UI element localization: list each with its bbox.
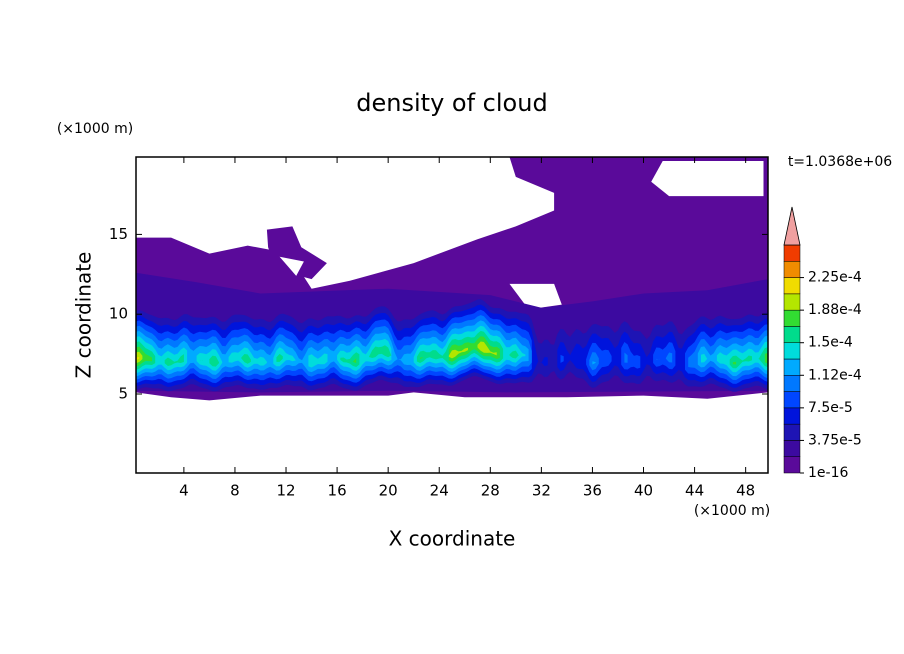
colorbar-swatch	[783, 342, 801, 360]
x-unit: (×1000 m)	[694, 503, 770, 519]
contour-band	[624, 352, 628, 363]
colorbar-swatch	[783, 326, 801, 343]
colorbar-label: 1e-16	[808, 465, 848, 481]
contour-band	[477, 341, 497, 356]
contour-band	[199, 359, 203, 361]
colorbar-label: 2.25e-4	[808, 270, 862, 286]
colorbar-swatch	[783, 375, 801, 392]
contour-band	[665, 352, 673, 363]
time-annotation: t=1.0368e+06	[788, 154, 892, 170]
contour-band	[241, 354, 251, 364]
chart-title: density of cloud	[356, 89, 547, 117]
contour-band	[653, 342, 676, 370]
colorbar-swatch	[783, 407, 801, 425]
contour-gap	[509, 283, 562, 310]
contour-band	[308, 353, 328, 368]
x-tick-label: 32	[532, 482, 551, 500]
colorbar-swatch	[783, 391, 801, 409]
colorbar-swatch	[783, 277, 801, 295]
y-axis-label: Z coordinate	[72, 252, 96, 379]
contour-band	[164, 354, 184, 366]
x-tick-label: 44	[685, 482, 704, 500]
x-tick-label: 12	[276, 482, 295, 500]
colorbar-label: 7.5e-5	[808, 400, 853, 416]
x-tick-label: 8	[230, 482, 240, 500]
contour-band	[369, 345, 392, 358]
x-tick-label: 4	[179, 482, 189, 500]
x-tick-label: 40	[634, 482, 653, 500]
x-tick-label: 48	[736, 482, 755, 500]
contour-band	[353, 358, 357, 364]
colorbar-swatch	[783, 261, 801, 278]
contour-band	[509, 350, 519, 359]
contour-band	[340, 352, 360, 367]
contour-gap	[651, 161, 764, 197]
x-tick-label: 20	[379, 482, 398, 500]
contour-band	[729, 355, 752, 369]
x-axis-label: X coordinate	[389, 527, 516, 551]
y-tick-label: 15	[109, 225, 128, 243]
contour-band	[209, 355, 219, 367]
x-tick-label: 16	[328, 482, 347, 500]
colorbar-swatch	[783, 456, 801, 474]
contour-band	[136, 346, 152, 367]
colorbar-label: 3.75e-5	[808, 432, 862, 448]
colorbar-label: 1.5e-4	[808, 335, 853, 351]
contour-band	[701, 353, 708, 363]
colorbar-swatch	[783, 293, 801, 311]
y-unit: (×1000 m)	[57, 121, 133, 137]
contour-band	[448, 347, 468, 359]
colorbar-label: 1.12e-4	[808, 367, 862, 383]
colorbar-label: 1.88e-4	[808, 302, 862, 318]
y-tick-label: 10	[109, 305, 128, 323]
colorbar-overflow	[783, 206, 801, 246]
colorbar-swatch	[783, 309, 801, 327]
contour-band	[716, 341, 768, 373]
contour-band	[136, 357, 140, 360]
contour-band	[266, 226, 327, 280]
x-tick-label: 24	[430, 482, 449, 500]
contour-band	[592, 361, 596, 365]
contour-band	[448, 336, 500, 362]
colorbar-swatch	[783, 440, 801, 457]
colorbar-swatch	[783, 358, 801, 376]
x-tick-label: 28	[481, 482, 500, 500]
contour-band	[560, 354, 564, 363]
contour-band	[276, 353, 283, 362]
contour-gap	[279, 256, 304, 276]
colorbar-swatch	[783, 244, 801, 262]
colorbar-swatch	[783, 423, 801, 441]
contour-field	[136, 157, 768, 401]
contour-band	[136, 320, 529, 377]
contour-band	[732, 361, 737, 365]
plot-frame	[135, 156, 769, 474]
y-tick-label: 5	[118, 385, 128, 403]
contour-band	[420, 357, 424, 360]
contour-band	[589, 352, 599, 371]
x-tick-label: 36	[583, 482, 602, 500]
contour-band	[764, 352, 768, 364]
contour-band	[656, 358, 660, 360]
